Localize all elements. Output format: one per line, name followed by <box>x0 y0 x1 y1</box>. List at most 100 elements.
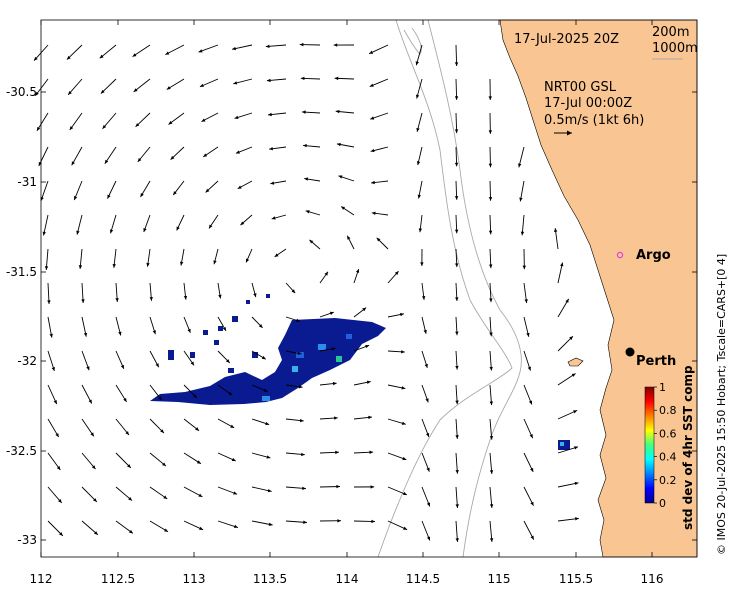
current-arrow <box>47 350 55 372</box>
current-arrow <box>274 248 287 258</box>
current-arrow <box>213 248 219 265</box>
current-arrow <box>336 142 355 148</box>
current-arrow <box>183 452 202 465</box>
current-arrow <box>198 44 219 53</box>
current-arrow <box>234 112 253 119</box>
x-tick-label: 114 <box>336 572 359 586</box>
current-arrow <box>102 112 117 130</box>
current-arrow <box>81 350 90 371</box>
current-arrow <box>240 214 253 226</box>
current-arrow <box>454 78 459 100</box>
current-arrow <box>217 452 236 462</box>
current-arrow <box>489 418 494 440</box>
current-arrow <box>44 248 49 270</box>
current-arrow <box>251 384 268 393</box>
current-arrow <box>143 214 151 233</box>
current-arrow <box>217 520 239 529</box>
current-arrow <box>557 446 579 454</box>
current-arrow <box>42 214 49 236</box>
current-arrow <box>304 177 321 182</box>
current-arrow <box>81 282 85 304</box>
current-arrow <box>217 384 233 396</box>
y-tick-label: -32.5 <box>6 444 37 458</box>
current-arrow <box>415 78 423 99</box>
current-arrow <box>523 486 534 506</box>
current-arrow <box>338 175 355 182</box>
current-arrow <box>319 311 334 318</box>
colorbar-tick-label: 0.8 <box>659 404 677 417</box>
x-tick-label: 112 <box>30 572 53 586</box>
current-arrow <box>265 44 287 48</box>
current-arrow <box>333 43 355 47</box>
current-arrow <box>319 416 338 420</box>
current-arrow <box>266 78 287 83</box>
current-arrow <box>76 214 83 235</box>
current-arrow <box>149 452 167 467</box>
sst-patch-speck <box>266 294 270 298</box>
current-arrow <box>340 206 355 216</box>
current-arrow <box>199 78 219 88</box>
current-arrow <box>319 347 336 352</box>
current-arrow <box>251 418 270 426</box>
current-arrow <box>217 350 231 364</box>
current-arrow <box>421 350 428 369</box>
current-arrow <box>557 481 579 488</box>
current-arrow <box>488 214 493 235</box>
sst-patch-highlight <box>262 396 270 401</box>
current-arrow <box>285 316 301 322</box>
current-arrow <box>489 452 494 474</box>
current-arrow <box>112 248 117 268</box>
current-arrow <box>137 146 151 163</box>
current-arrow <box>557 409 578 420</box>
current-arrow <box>201 112 219 123</box>
current-arrow <box>81 486 98 503</box>
current-arrow <box>334 76 355 81</box>
current-arrow <box>170 146 185 160</box>
current-arrow <box>455 350 459 370</box>
current-arrow <box>140 180 151 198</box>
current-arrow <box>455 520 459 542</box>
current-arrow <box>149 282 153 301</box>
current-arrow <box>285 384 303 389</box>
current-arrow <box>353 307 367 318</box>
y-tick-label: -32 <box>17 354 37 368</box>
current-arrow <box>115 418 130 436</box>
current-arrow <box>251 452 271 459</box>
current-arrow <box>285 350 302 355</box>
side-credit: © IMOS 20-Jul-2025 15:50 Hobart; Tscale=… <box>715 253 728 555</box>
current-arrow <box>455 282 459 302</box>
current-arrow <box>34 78 49 97</box>
current-arrow <box>47 384 58 405</box>
current-arrow <box>420 248 424 266</box>
sst-stddev-patches <box>150 294 570 450</box>
sst-patch-highlight <box>292 366 298 372</box>
arrow-scale-label: 0.5m/s (1kt 6h) <box>544 113 644 128</box>
current-arrow <box>149 486 168 500</box>
colorbar-tick-label: 1 <box>659 381 666 394</box>
current-arrow <box>81 520 99 536</box>
current-arrow <box>523 418 534 439</box>
sst-patch-speck <box>203 330 208 335</box>
current-arrow <box>319 450 339 455</box>
current-arrow <box>421 486 431 507</box>
current-arrow <box>557 373 576 386</box>
current-arrow <box>319 519 342 523</box>
current-arrow <box>371 180 389 185</box>
current-arrow <box>81 384 93 404</box>
current-arrow <box>135 112 151 128</box>
current-arrow <box>523 452 534 473</box>
current-arrow <box>172 180 185 196</box>
sst-patch-highlight <box>318 344 326 350</box>
current-arrow <box>285 282 296 294</box>
colorbar-tick-label: 0.4 <box>659 451 677 464</box>
current-arrow <box>183 486 203 498</box>
current-arrow <box>387 452 407 461</box>
current-arrow <box>251 282 257 298</box>
x-tick-label: 114.5 <box>406 572 440 586</box>
current-arrow <box>149 350 160 368</box>
current-arrow <box>415 44 423 66</box>
current-arrow <box>183 282 188 300</box>
current-arrow <box>421 452 430 472</box>
current-arrow <box>455 384 459 405</box>
current-arrow <box>132 44 151 58</box>
